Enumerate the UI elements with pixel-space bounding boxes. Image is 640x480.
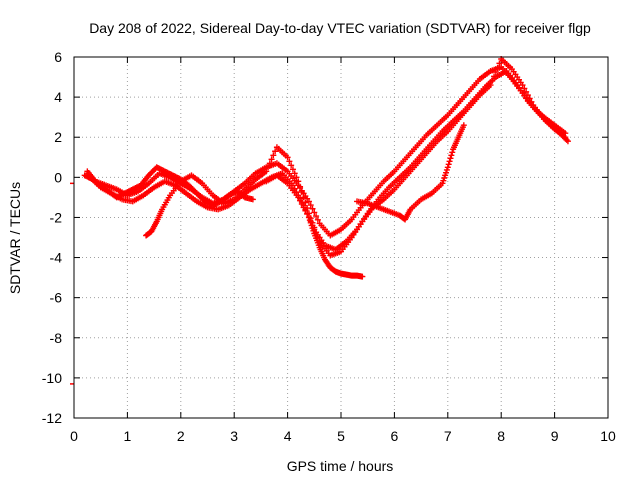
chart-title: Day 208 of 2022, Sidereal Day-to-day VTE… xyxy=(89,20,591,36)
data-point xyxy=(564,138,571,145)
data-point-interp xyxy=(311,209,318,216)
data-point xyxy=(460,122,467,129)
x-tick-label: 10 xyxy=(600,428,616,444)
data-series xyxy=(143,56,569,259)
x-tick-label: 7 xyxy=(444,428,452,444)
data-point xyxy=(295,178,302,185)
data-point-interp xyxy=(300,204,307,211)
data-point-interp xyxy=(307,202,314,209)
data-point-interp xyxy=(447,155,454,162)
data-point xyxy=(295,194,302,201)
data-point-interp xyxy=(314,216,321,223)
y-axis-title: SDTVAR / TECUs xyxy=(7,182,23,294)
data-point-interp xyxy=(446,158,453,165)
data-point-interp xyxy=(291,170,298,177)
data-series xyxy=(263,172,366,280)
data-point-interp xyxy=(526,95,533,102)
data-point-interp xyxy=(266,160,273,167)
x-tick-label: 4 xyxy=(284,428,292,444)
data-point-interp xyxy=(448,152,455,159)
data-point-interp xyxy=(289,166,296,173)
plot-frame xyxy=(73,56,609,419)
data-point-interp xyxy=(298,201,305,208)
y-tick-label: -12 xyxy=(42,410,62,426)
data-point xyxy=(562,134,569,141)
data-series xyxy=(81,164,256,209)
data-series xyxy=(87,68,571,253)
data-point-interp xyxy=(304,211,311,218)
data-point-interp xyxy=(528,98,535,105)
data-point-interp xyxy=(288,162,295,169)
data-point-interp xyxy=(309,205,316,212)
data-point-interp xyxy=(449,149,456,156)
x-tick-label: 6 xyxy=(391,428,399,444)
data-point xyxy=(249,196,256,203)
grid xyxy=(74,57,608,418)
data-point-interp xyxy=(313,213,320,220)
data-point-interp xyxy=(524,92,531,99)
data-point-interp xyxy=(491,73,498,80)
data-series xyxy=(354,122,467,223)
y-tick-label: 4 xyxy=(54,89,62,105)
y-tick-label: -6 xyxy=(50,290,63,306)
x-tick-label: 1 xyxy=(124,428,132,444)
x-tick-label: 2 xyxy=(177,428,185,444)
data-point-interp xyxy=(268,156,275,163)
x-axis-title: GPS time / hours xyxy=(287,458,394,474)
data-point-interp xyxy=(297,183,304,190)
data-series xyxy=(84,64,569,239)
y-tick-label: 2 xyxy=(54,129,62,145)
data-point-interp xyxy=(270,152,277,159)
y-tick-label: 6 xyxy=(54,49,62,65)
data-point-interp xyxy=(272,148,279,155)
data-point xyxy=(305,198,312,205)
data-point-interp xyxy=(298,189,305,196)
data-point-interp xyxy=(521,85,528,92)
y-tick-label: -10 xyxy=(42,370,62,386)
x-tick-label: 0 xyxy=(70,428,78,444)
data-point-interp xyxy=(496,60,503,67)
y-tick-label: -2 xyxy=(50,209,63,225)
data-point-interp xyxy=(293,174,300,181)
y-tick-label: -8 xyxy=(50,330,63,346)
x-tick-label: 8 xyxy=(497,428,505,444)
x-tick-label: 9 xyxy=(551,428,559,444)
data-point-interp xyxy=(523,88,530,95)
y-tick-label: -4 xyxy=(50,250,63,266)
data-point xyxy=(284,154,291,161)
data-point xyxy=(263,168,270,175)
data-point-interp xyxy=(445,161,452,168)
data-point-interp xyxy=(302,199,309,206)
data-point-interp xyxy=(489,77,496,84)
data-point-interp xyxy=(302,207,309,214)
data-point-interp xyxy=(265,164,272,171)
x-tick-label: 5 xyxy=(337,428,345,444)
x-tick-label: 3 xyxy=(230,428,238,444)
data-point-interp xyxy=(286,158,293,165)
plot-area xyxy=(70,56,571,385)
axis-ticks: 0 1 2 3 4 5 6 7 8 9 10 -12 -10 -8 -6 -4 -2 0 2 4 6 xyxy=(42,49,616,444)
data-point xyxy=(444,164,451,171)
data-point xyxy=(487,82,494,89)
data-point-interp xyxy=(492,69,499,76)
data-point xyxy=(359,273,366,280)
data-point xyxy=(519,82,526,89)
data-point-interp xyxy=(300,194,307,201)
y-tick-label: 0 xyxy=(54,169,62,185)
data-point-interp xyxy=(494,64,501,71)
data-point-interp xyxy=(297,197,304,204)
